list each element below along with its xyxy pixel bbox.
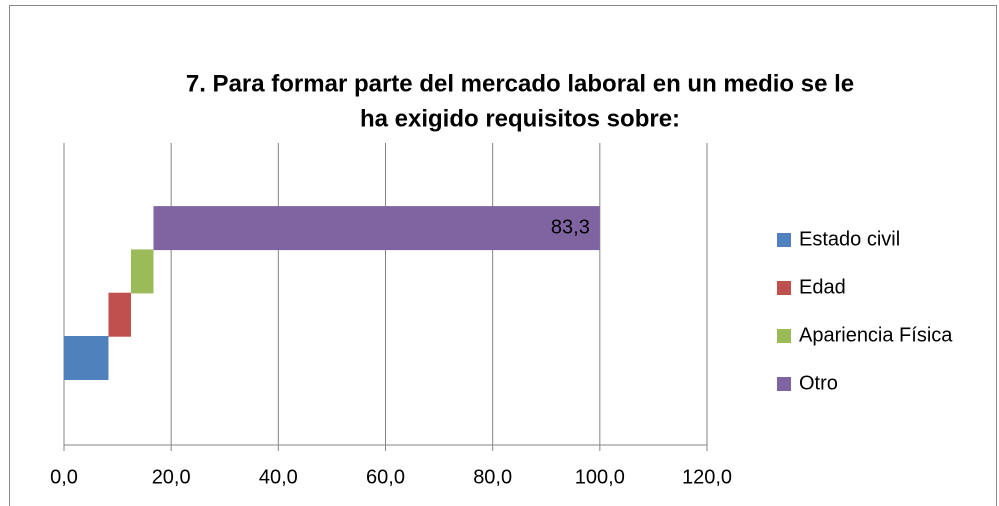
bar xyxy=(130,249,154,294)
legend-label: Apariencia Física xyxy=(799,324,953,346)
chart-border xyxy=(9,5,997,506)
legend-label: Otro xyxy=(799,372,838,394)
legend-label: Edad xyxy=(799,276,846,298)
bar xyxy=(153,206,600,251)
legend-swatch xyxy=(777,377,791,391)
chart-title: ha exigido requisitos sobre: xyxy=(360,105,680,132)
data-label: 83,3 xyxy=(551,216,590,238)
x-tick-label: 0,0 xyxy=(50,466,78,488)
x-tick-label: 40,0 xyxy=(259,466,298,488)
chart-title: 7. Para formar parte del mercado laboral… xyxy=(186,70,854,97)
x-tick-label: 20,0 xyxy=(152,466,191,488)
bar xyxy=(64,336,109,380)
legend-swatch xyxy=(777,329,791,343)
x-tick-label: 80,0 xyxy=(473,466,512,488)
x-tick-label: 100,0 xyxy=(575,466,625,488)
legend-label: Estado civil xyxy=(799,228,900,250)
legend-swatch xyxy=(777,233,791,247)
legend-swatch xyxy=(777,281,791,295)
x-tick-label: 120,0 xyxy=(682,466,732,488)
bar xyxy=(108,292,131,337)
x-tick-label: 60,0 xyxy=(366,466,405,488)
